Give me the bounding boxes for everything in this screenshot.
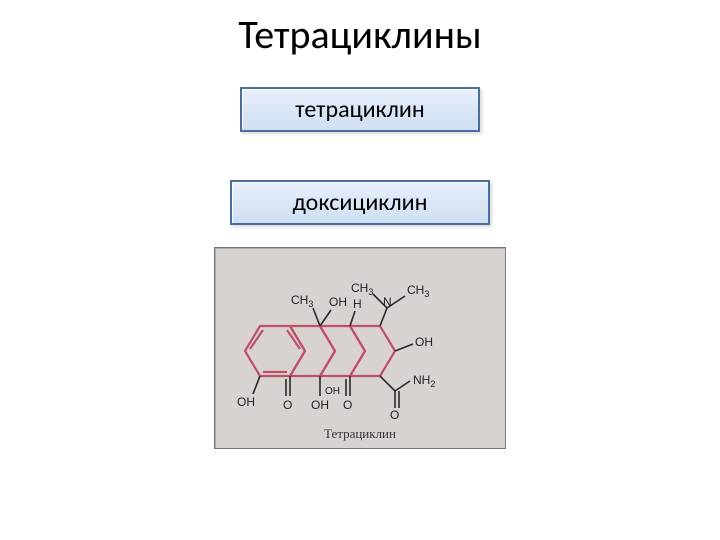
label-n: N [383, 295, 392, 309]
label-h-top: H [353, 297, 362, 311]
slide: Тетрациклины тетрациклин доксициклин [0, 0, 720, 540]
page-title: Тетрациклины [238, 10, 481, 59]
label-oh-mid2: OH [325, 386, 340, 397]
pill-doxycycline: доксициклин [230, 180, 490, 225]
label-o2: O [343, 398, 352, 412]
label-ch3-r1: CH3 [351, 281, 373, 297]
chemical-structure-svg: OH O OH O OH O NH2 OH N CH3 CH3 H CH3 OH [225, 256, 495, 441]
ring-skeleton [245, 326, 395, 376]
label-o1: O [283, 398, 292, 412]
pill-tetracycline: тетрациклин [240, 87, 480, 132]
label-oh-bottom-left: OH [237, 395, 255, 409]
chemical-caption: Тетрациклин [215, 426, 505, 442]
chem-labels: OH O OH O OH O NH2 OH N CH3 CH3 H CH3 OH [237, 281, 435, 422]
chemical-structure-box: OH O OH O OH O NH2 OH N CH3 CH3 H CH3 OH… [214, 247, 506, 449]
label-ch3-top: CH3 [291, 293, 313, 309]
label-oh-top: OH [329, 295, 347, 309]
label-oh-mid1: OH [311, 398, 329, 412]
label-nh2: NH2 [413, 373, 435, 389]
label-ch3-r2: CH3 [407, 283, 429, 299]
label-oh-right: OH [415, 335, 433, 349]
label-o3: O [390, 408, 399, 422]
